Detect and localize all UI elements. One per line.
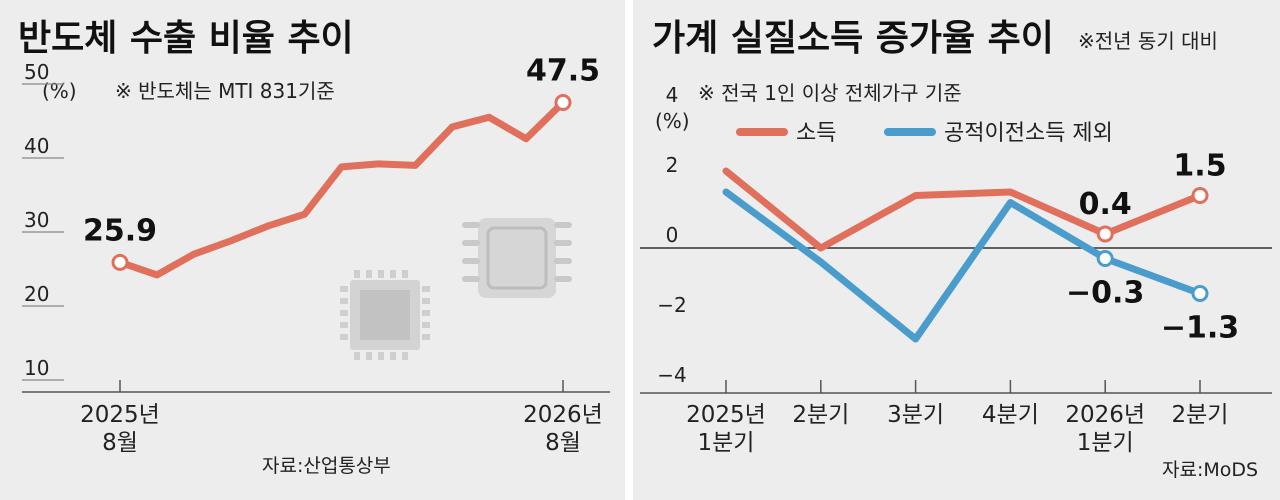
y-tick-label: 2 (666, 153, 679, 177)
y-tick-label: 0 (666, 223, 679, 247)
x-tick-label: 1분기 (698, 430, 755, 456)
x-tick-label: 8월 (545, 430, 581, 456)
y-tick-label: −4 (657, 363, 686, 387)
left-y-unit: (%) (42, 79, 77, 103)
x-tick-label: 4분기 (982, 402, 1039, 428)
data-point-marker (111, 253, 129, 271)
right-title-note: ※전년 동기 대비 (1078, 29, 1218, 53)
x-tick-label: 3분기 (887, 402, 944, 428)
right-note: ※ 전국 1인 이상 전체가구 기준 (698, 81, 962, 105)
data-point-marker (1096, 225, 1114, 243)
series-line (722, 167, 1204, 252)
right-chart-title: 가계 실질소득 증가율 추이 (652, 18, 1054, 59)
data-label: −1.3 (1161, 311, 1239, 346)
y-tick-label: 40 (24, 134, 49, 158)
data-label: 47.5 (526, 54, 600, 89)
semiconductor-chip-icon (340, 218, 572, 360)
x-tick-label: 2분기 (792, 402, 849, 428)
x-tick-label: 2025년 (686, 402, 766, 428)
data-label: 25.9 (83, 213, 157, 248)
x-tick-label: 2분기 (1172, 402, 1229, 428)
legend-label: 소득 (796, 121, 836, 146)
x-tick-label: 2026년 (523, 402, 603, 428)
series-line (116, 99, 567, 279)
data-label: 0.4 (1079, 187, 1132, 222)
x-tick-label: 2026년 (1065, 402, 1145, 428)
right-source: 자료:MoDS (1162, 459, 1258, 481)
y-tick-label: 10 (24, 356, 49, 380)
data-point-marker (554, 94, 572, 111)
left-note: ※ 반도체는 MTI 831기준 (115, 79, 335, 103)
data-label: 1.5 (1173, 149, 1226, 184)
x-tick-label: 8월 (102, 430, 138, 456)
panel-divider (625, 0, 633, 500)
x-tick-label: 1분기 (1077, 430, 1134, 456)
y-tick-label: −2 (657, 293, 686, 317)
data-point-marker (1191, 187, 1209, 204)
x-tick-label: 2025년 (80, 402, 160, 428)
right-y-unit: (%) (655, 109, 690, 133)
legend-label: 공적이전소득 제외 (944, 121, 1113, 146)
y-tick-label: 20 (24, 282, 49, 306)
data-point-marker (1096, 250, 1114, 267)
y-tick-label: 50 (24, 60, 49, 84)
series-line (722, 188, 1204, 343)
left-chart-title: 반도체 수출 비율 추이 (18, 18, 354, 59)
data-label: −0.3 (1066, 276, 1144, 311)
data-point-marker (1191, 285, 1209, 302)
y-tick-label: 4 (666, 83, 679, 107)
y-tick-label: 30 (24, 208, 49, 232)
left-source: 자료:산업통상부 (262, 455, 391, 477)
